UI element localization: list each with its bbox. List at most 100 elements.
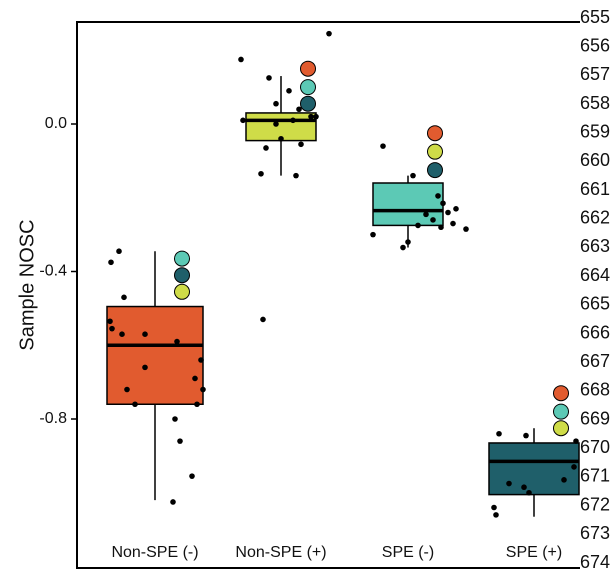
line-number: 662 xyxy=(580,208,610,228)
box-group-4 xyxy=(488,385,580,518)
line-number: 674 xyxy=(580,552,610,572)
data-point xyxy=(177,438,183,444)
data-point xyxy=(119,331,125,337)
line-number: 663 xyxy=(580,236,610,256)
data-point xyxy=(200,386,206,393)
y-tick-label: -0.8 xyxy=(39,410,67,427)
mean-marker xyxy=(174,283,190,300)
data-point xyxy=(445,209,451,216)
data-point xyxy=(453,206,459,212)
data-point xyxy=(238,56,244,63)
data-point xyxy=(440,200,446,207)
data-point xyxy=(124,386,130,393)
data-point xyxy=(286,88,292,94)
data-point xyxy=(260,316,266,323)
line-number: 670 xyxy=(580,437,610,457)
data-point xyxy=(132,401,138,408)
data-point xyxy=(561,477,567,483)
data-point xyxy=(293,172,299,179)
data-point xyxy=(194,401,200,408)
data-point xyxy=(370,231,376,238)
box xyxy=(488,442,580,496)
data-point xyxy=(240,117,246,124)
data-point xyxy=(523,432,529,439)
data-point xyxy=(521,484,527,491)
data-point xyxy=(121,294,127,301)
x-category-label: Non-SPE (-) xyxy=(111,544,198,561)
data-point xyxy=(380,143,386,149)
data-point xyxy=(573,438,579,444)
data-point xyxy=(142,364,148,371)
data-point xyxy=(142,331,148,337)
data-point xyxy=(415,222,421,229)
data-point xyxy=(296,106,302,113)
data-point xyxy=(298,141,304,148)
data-point xyxy=(278,135,284,142)
box-group-2 xyxy=(238,30,332,323)
data-point xyxy=(493,512,499,518)
mean-marker xyxy=(427,125,443,142)
data-point xyxy=(172,416,178,422)
line-number: 669 xyxy=(580,408,610,428)
data-point xyxy=(491,504,497,511)
data-point xyxy=(308,113,314,120)
line-number: 668 xyxy=(580,380,610,400)
data-point xyxy=(405,239,411,245)
x-category-label: Non-SPE (+) xyxy=(235,544,326,561)
y-axis-label: Sample NOSC xyxy=(16,219,38,350)
line-number: 672 xyxy=(580,494,610,514)
data-point xyxy=(109,325,115,332)
data-point xyxy=(571,464,577,470)
data-point xyxy=(192,375,198,382)
axis-frame xyxy=(76,21,580,569)
line-number: 666 xyxy=(580,322,610,342)
data-point xyxy=(290,117,296,124)
box xyxy=(106,305,204,405)
data-point xyxy=(410,172,416,179)
data-point xyxy=(266,75,272,81)
mean-marker xyxy=(300,79,316,96)
data-point xyxy=(116,248,122,255)
data-point xyxy=(450,220,456,227)
data-point xyxy=(313,113,319,120)
mean-marker xyxy=(553,385,569,402)
line-number-column: 655 656 657 658 659 660 661 662 663 664 665 666 667 6… xyxy=(580,7,610,572)
mean-marker xyxy=(174,267,190,284)
mean-marker xyxy=(300,60,316,77)
x-category-label: SPE (-) xyxy=(382,544,434,561)
line-number: 664 xyxy=(580,265,610,285)
axes: Sample NOSC 0.0 -0.4 -0.8 Non-SPE (-) Non-SP… xyxy=(16,21,580,569)
plot-area xyxy=(106,30,580,518)
data-point xyxy=(526,489,532,496)
data-point xyxy=(198,357,204,363)
line-number: 657 xyxy=(580,64,610,84)
data-point xyxy=(400,244,406,251)
line-number: 673 xyxy=(580,523,610,543)
data-point xyxy=(107,318,113,325)
data-point xyxy=(438,224,444,231)
data-point xyxy=(273,121,279,127)
mean-marker xyxy=(174,250,190,267)
mean-marker xyxy=(427,143,443,160)
data-point xyxy=(506,480,512,487)
line-number: 656 xyxy=(580,35,610,55)
line-number: 655 xyxy=(580,7,610,27)
data-point xyxy=(258,170,264,177)
data-point xyxy=(423,211,429,218)
mean-marker xyxy=(427,162,443,179)
line-number: 660 xyxy=(580,150,610,170)
data-point xyxy=(435,193,441,199)
line-number: 658 xyxy=(580,93,610,113)
data-point xyxy=(174,338,180,345)
data-point xyxy=(430,217,436,223)
y-tick-label: 0.0 xyxy=(45,115,67,132)
mean-marker xyxy=(553,420,569,437)
line-number: 667 xyxy=(580,351,610,371)
box-group-1 xyxy=(106,248,206,505)
data-point xyxy=(496,430,502,437)
data-point xyxy=(170,499,176,505)
data-point xyxy=(463,226,469,232)
box-group-3 xyxy=(370,125,469,251)
data-point xyxy=(189,473,195,479)
